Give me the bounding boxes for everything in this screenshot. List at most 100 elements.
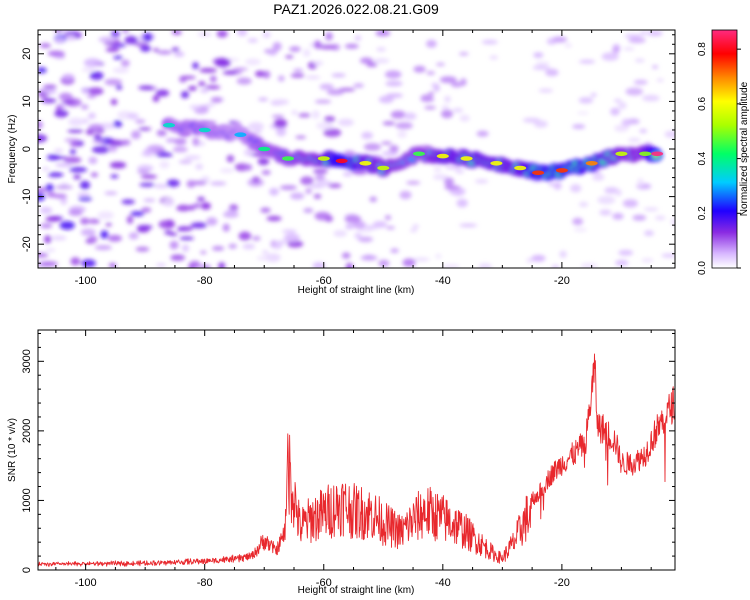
noise-blob xyxy=(88,112,96,120)
noise-blob xyxy=(624,33,642,39)
noise-blob xyxy=(615,259,629,266)
noise-blob xyxy=(104,78,123,86)
ridge-core xyxy=(335,158,348,164)
colorbar-ticks: 0.0 0.2 0.4 0.6 0.8 xyxy=(697,42,741,275)
noise-blob xyxy=(58,92,73,101)
noise-blob xyxy=(174,138,187,145)
snr-y-label: SNR (10 * v/v) xyxy=(7,418,18,482)
noise-blob xyxy=(613,99,622,103)
noise-blob xyxy=(551,265,560,268)
y-tick-label: 1000 xyxy=(21,488,33,512)
colorbar-gradient xyxy=(711,29,738,269)
noise-blob xyxy=(305,75,321,80)
noise-blob xyxy=(592,174,605,181)
noise-blob xyxy=(278,75,285,82)
noise-blob xyxy=(333,230,348,237)
noise-blob xyxy=(100,230,109,239)
noise-blob xyxy=(342,171,353,177)
noise-blob xyxy=(86,94,96,99)
snr-series-line xyxy=(38,353,675,567)
noise-blob xyxy=(97,211,114,220)
noise-blob xyxy=(124,35,138,45)
noise-blob xyxy=(442,264,460,268)
noise-blob xyxy=(121,30,130,34)
noise-blob xyxy=(38,187,48,194)
ridge-core xyxy=(639,151,652,157)
noise-blob xyxy=(113,120,123,128)
noise-blob xyxy=(341,252,351,259)
noise-blob xyxy=(134,42,149,47)
noise-blob xyxy=(382,121,396,126)
noise-blob xyxy=(386,226,395,230)
noise-blob xyxy=(154,184,169,189)
noise-blob xyxy=(94,245,112,251)
noise-blob xyxy=(88,156,98,165)
noise-blob xyxy=(171,47,180,52)
noise-blob xyxy=(590,93,597,97)
noise-blob xyxy=(64,138,80,143)
noise-blob xyxy=(450,81,463,88)
noise-blob xyxy=(177,226,193,232)
noise-blob xyxy=(474,179,489,184)
noise-blob xyxy=(199,264,212,268)
noise-blob xyxy=(261,170,271,175)
noise-blob xyxy=(458,52,469,56)
noise-blob xyxy=(155,89,170,97)
noise-blob xyxy=(614,124,629,132)
noise-blob xyxy=(354,232,362,240)
noise-blob xyxy=(93,134,102,141)
noise-blob xyxy=(188,85,197,91)
y-tick-label: 2000 xyxy=(21,419,33,443)
noise-blob xyxy=(248,122,264,131)
noise-blob xyxy=(597,195,616,205)
noise-blob xyxy=(226,209,236,217)
noise-blob xyxy=(572,124,586,129)
ridge-core xyxy=(377,165,390,171)
noise-blob xyxy=(578,201,589,208)
snr-y-axis: 0 1000 2000 3000 xyxy=(21,332,675,573)
noise-blob xyxy=(410,228,418,233)
noise-blob xyxy=(459,114,470,122)
noise-blob xyxy=(455,168,465,174)
y-tick-label: 20 xyxy=(21,48,33,60)
noise-blob xyxy=(53,37,65,44)
spectrogram-x-label: Height of straight line (km) xyxy=(298,285,415,296)
noise-blob xyxy=(47,50,65,57)
noise-blob xyxy=(252,236,261,241)
noise-blob xyxy=(444,95,451,103)
noise-blob xyxy=(612,213,624,220)
ridge-core xyxy=(615,151,628,157)
noise-blob xyxy=(109,161,127,169)
ridge-core xyxy=(282,156,294,161)
noise-blob xyxy=(82,67,95,73)
ridge-core xyxy=(436,153,449,159)
noise-blob xyxy=(158,220,176,229)
noise-blob xyxy=(654,215,666,221)
noise-blob xyxy=(435,62,446,66)
noise-blob xyxy=(553,181,562,190)
noise-blob xyxy=(69,149,77,155)
spectrogram-y-label: Frequency (Hz) xyxy=(7,115,18,184)
noise-blob xyxy=(545,68,559,77)
noise-blob xyxy=(54,148,64,154)
noise-blob xyxy=(617,101,627,110)
noise-blob xyxy=(534,120,548,128)
noise-blob xyxy=(576,111,589,115)
noise-blob xyxy=(314,211,331,221)
noise-blob xyxy=(323,128,342,137)
x-tick-label: -80 xyxy=(197,577,213,589)
noise-blob xyxy=(242,243,255,250)
noise-blob xyxy=(285,55,294,59)
noise-blob xyxy=(198,81,206,87)
noise-blob xyxy=(112,67,129,74)
x-tick-label: -20 xyxy=(554,275,570,287)
y-tick-label: 3000 xyxy=(21,349,33,373)
noise-blob xyxy=(564,43,572,48)
snr-panel: -100 -80 -60 -40 -20 0 1000 2000 3000 Height of… xyxy=(7,329,676,596)
noise-blob xyxy=(81,104,89,110)
noise-blob xyxy=(378,259,390,267)
noise-blob xyxy=(105,222,112,227)
noise-blob xyxy=(283,233,300,243)
spectrogram-x-axis: -100 -80 -60 -40 -20 xyxy=(55,30,652,287)
